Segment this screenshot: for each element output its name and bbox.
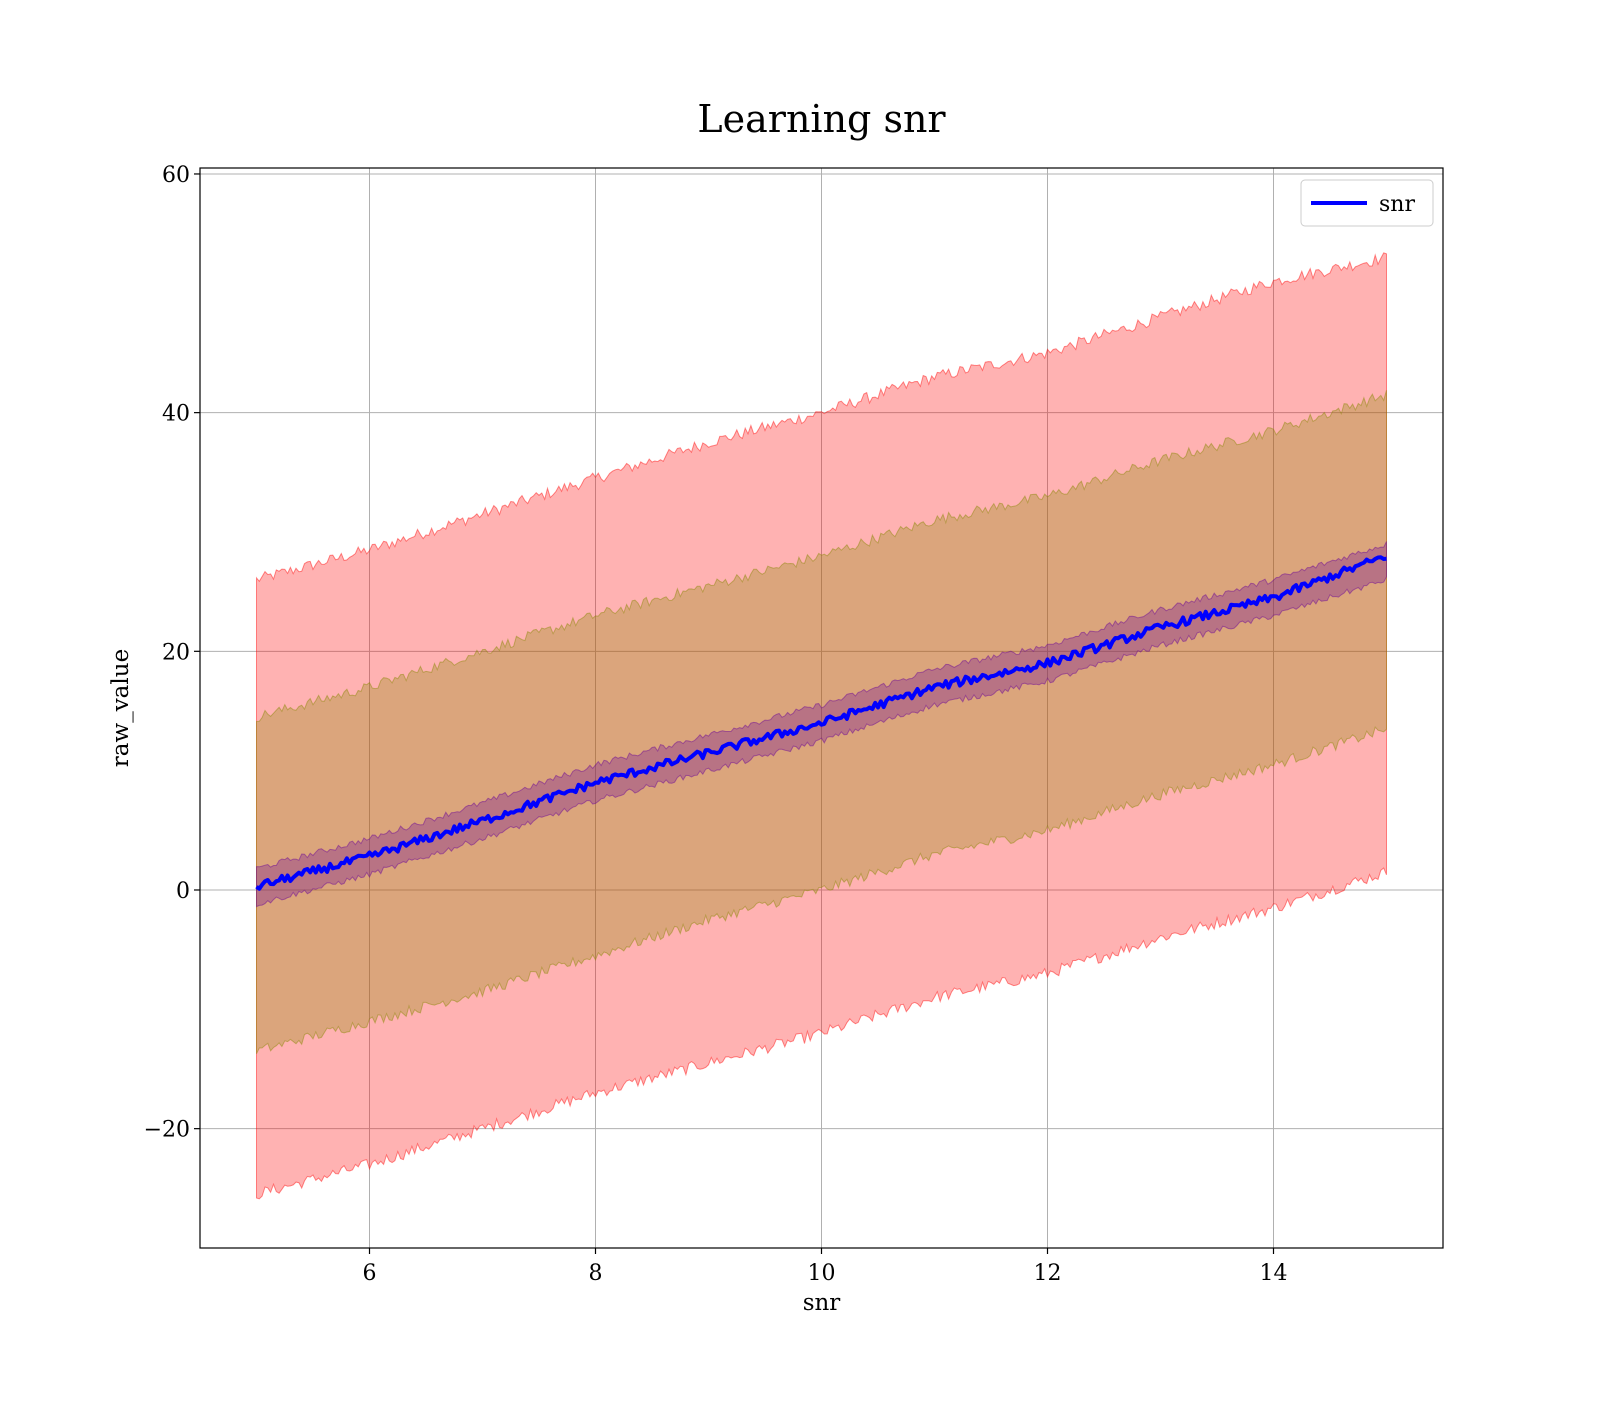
y-tick-label: −20 [144,1118,190,1143]
x-tick-label: 12 [1034,1261,1062,1286]
grid [200,168,1443,1248]
x-tick-label: 8 [589,1261,603,1286]
x-tick-label: 6 [363,1261,377,1286]
legend-label: snr [1379,192,1415,217]
x-tick-label: 14 [1260,1261,1288,1286]
legend: snr [1300,179,1434,227]
confidence-band-2 [256,390,1387,1055]
chart-title: Learning snr [697,97,946,141]
y-axis-ticks: −20 0 20 40 60 [144,163,200,1143]
y-axis-label: raw_value [108,649,134,767]
series-lines [255,555,1387,891]
x-axis-label: snr [803,1290,841,1316]
y-tick-label: 60 [162,163,190,188]
series-line-1 [255,555,1387,891]
y-tick-label: 20 [162,640,190,665]
x-axis-ticks: 6 8 10 12 14 [363,1248,1288,1286]
x-tick-label: 10 [808,1261,836,1286]
y-tick-label: 40 [162,402,190,427]
y-tick-label: 0 [176,879,190,904]
